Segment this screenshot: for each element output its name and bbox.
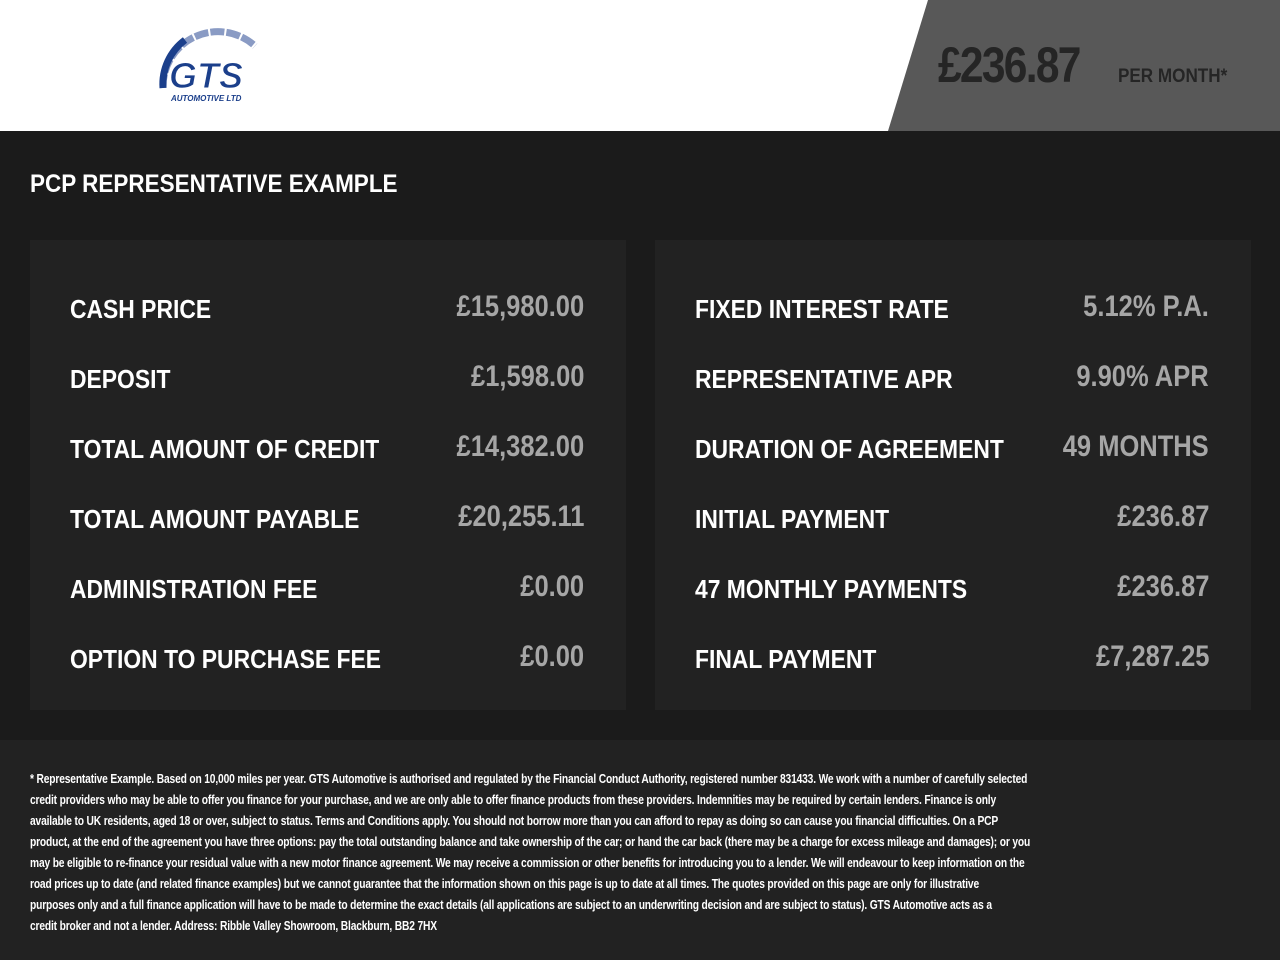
header: GTS AUTOMOTIVE LTD £236.87 PER MONTH* [0, 0, 1280, 131]
disclaimer-footer: * Representative Example. Based on 10,00… [0, 740, 1280, 960]
row-final-payment: FINAL PAYMENT £7,287.25 [695, 638, 1209, 678]
label: FINAL PAYMENT [695, 644, 877, 674]
row-duration: DURATION OF AGREEMENT 49 MONTHS [695, 428, 1209, 468]
row-total-credit: TOTAL AMOUNT OF CREDIT £14,382.00 [70, 428, 584, 468]
svg-text:GTS: GTS [169, 55, 243, 96]
label: FIXED INTEREST RATE [695, 294, 949, 324]
disclaimer-line: purposes only and a full finance applica… [30, 898, 992, 912]
disclaimer-line: credit broker and not a lender. Address:… [30, 919, 437, 933]
value: £236.87 [1116, 570, 1209, 603]
row-monthly-payments: 47 MONTHLY PAYMENTS £236.87 [695, 568, 1209, 608]
label: INITIAL PAYMENT [695, 504, 890, 534]
label: 47 MONTHLY PAYMENTS [695, 574, 968, 604]
disclaimer-line: road prices up to date (and related fina… [30, 877, 979, 891]
value: 49 MONTHS [1063, 430, 1209, 463]
row-apr: REPRESENTATIVE APR 9.90% APR [695, 358, 1209, 398]
monthly-price: £236.87 [938, 37, 1081, 93]
label: DEPOSIT [70, 364, 171, 394]
label: TOTAL AMOUNT PAYABLE [70, 504, 360, 534]
value: £0.00 [520, 570, 584, 603]
row-deposit: DEPOSIT £1,598.00 [70, 358, 584, 398]
row-interest-rate: FIXED INTEREST RATE 5.12% P.A. [695, 288, 1209, 328]
row-option-fee: OPTION TO PURCHASE FEE £0.00 [70, 638, 584, 678]
section-title: PCP REPRESENTATIVE EXAMPLE [30, 170, 398, 198]
gts-logo: GTS AUTOMOTIVE LTD [155, 26, 275, 111]
disclaimer-line: product, at the end of the agreement you… [30, 835, 1031, 849]
value: £1,598.00 [470, 360, 584, 393]
disclaimer-line: credit providers who may be able to offe… [30, 793, 997, 807]
per-month-label: PER MONTH* [1118, 66, 1228, 87]
label: OPTION TO PURCHASE FEE [70, 644, 382, 674]
label: CASH PRICE [70, 294, 212, 324]
value: £236.87 [1116, 500, 1209, 533]
row-admin-fee: ADMINISTRATION FEE £0.00 [70, 568, 584, 608]
row-total-payable: TOTAL AMOUNT PAYABLE £20,255.11 [70, 498, 584, 538]
svg-text:AUTOMOTIVE LTD: AUTOMOTIVE LTD [170, 94, 242, 103]
row-initial-payment: INITIAL PAYMENT £236.87 [695, 498, 1209, 538]
label: DURATION OF AGREEMENT [695, 434, 1004, 464]
monthly-price-panel: £236.87 PER MONTH* [888, 0, 1280, 131]
value: £20,255.11 [457, 500, 584, 533]
value: 5.12% P.A. [1083, 290, 1209, 323]
label: ADMINISTRATION FEE [70, 574, 318, 604]
label: TOTAL AMOUNT OF CREDIT [70, 434, 380, 464]
value: 9.90% APR [1076, 360, 1209, 393]
label: REPRESENTATIVE APR [695, 364, 953, 394]
disclaimer-line: available to UK residents, aged 18 or ov… [30, 814, 999, 828]
value: £15,980.00 [456, 290, 584, 323]
disclaimer-line: may be eligible to re-finance your resid… [30, 856, 1025, 870]
value: £14,382.00 [456, 430, 584, 463]
value: £7,287.25 [1095, 640, 1209, 673]
finance-card-right: FIXED INTEREST RATE 5.12% P.A. REPRESENTA… [655, 240, 1251, 710]
finance-card-left: CASH PRICE £15,980.00 DEPOSIT £1,598.00 TO… [30, 240, 626, 710]
disclaimer-text: * Representative Example. Based on 10,00… [30, 771, 1250, 939]
disclaimer-line: * Representative Example. Based on 10,00… [30, 772, 1028, 786]
value: £0.00 [520, 640, 584, 673]
row-cash-price: CASH PRICE £15,980.00 [70, 288, 584, 328]
